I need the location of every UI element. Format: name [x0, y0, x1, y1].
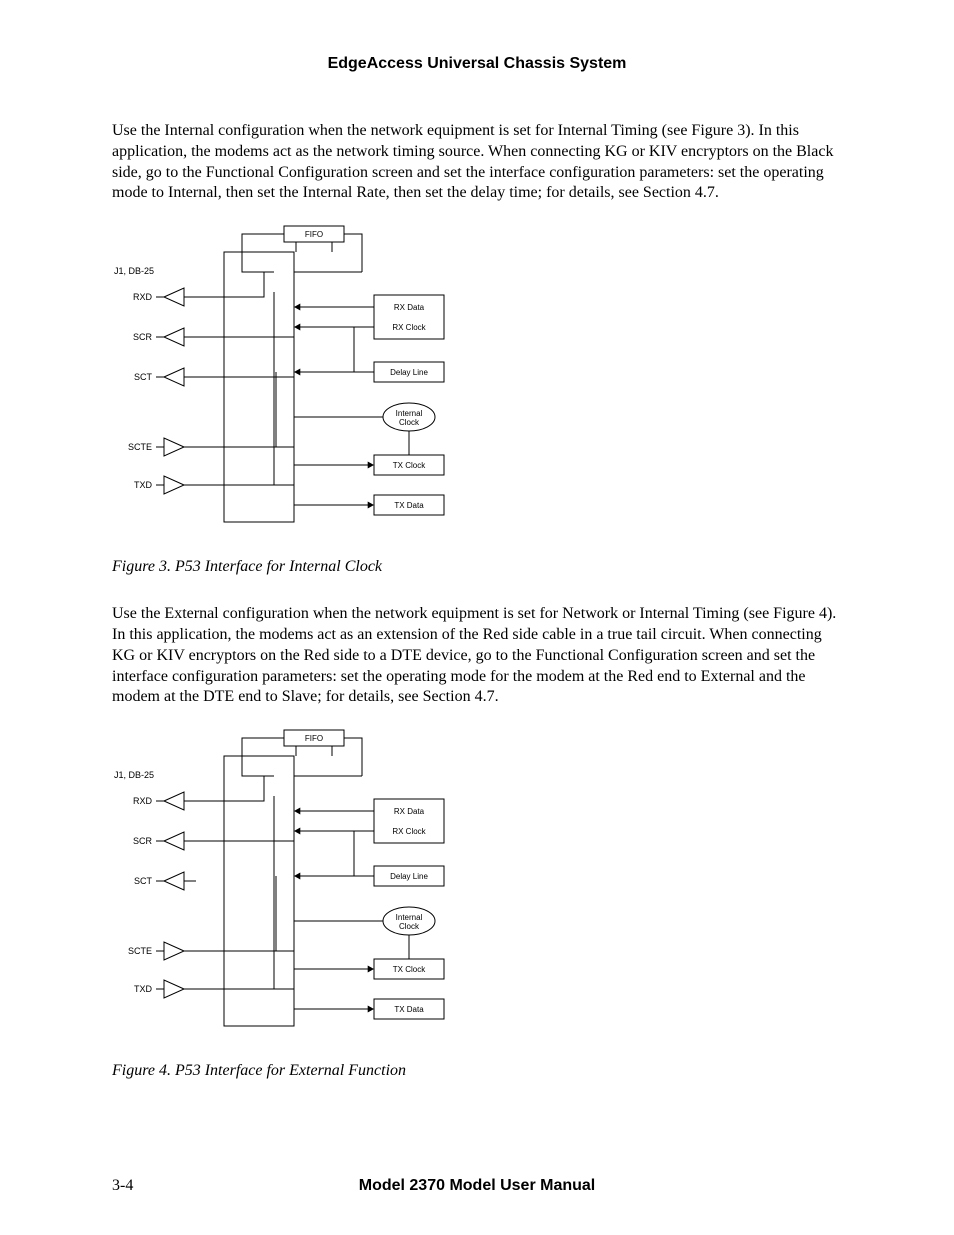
svg-text:SCT: SCT: [134, 876, 153, 886]
paragraph-1: Use the Internal configuration when the …: [112, 121, 842, 204]
svg-text:Delay Line: Delay Line: [390, 368, 428, 377]
svg-text:Delay Line: Delay Line: [390, 872, 428, 881]
svg-text:FIFO: FIFO: [305, 230, 323, 239]
figure-4-caption: Figure 4. P53 Interface for External Fun…: [112, 1062, 842, 1080]
svg-text:SCTE: SCTE: [128, 946, 152, 956]
svg-text:Internal: Internal: [396, 409, 423, 418]
figure-3-diagram: FIFO J1, DB-25 RXD SCR SCT SCTE TXD RX Data RX C…: [104, 222, 842, 552]
svg-text:TX Clock: TX Clock: [393, 461, 426, 470]
figure-4-diagram: FIFO J1, DB-25 RXD SCR SCT SCTE TXD RX Data RX C…: [104, 726, 842, 1056]
svg-text:TX Clock: TX Clock: [393, 965, 426, 974]
svg-text:SCR: SCR: [133, 332, 153, 342]
paragraph-2: Use the External configuration when the …: [112, 604, 842, 708]
figure-3-caption: Figure 3. P53 Interface for Internal Clo…: [112, 558, 842, 576]
svg-text:TX Data: TX Data: [394, 1005, 424, 1014]
svg-text:RX Clock: RX Clock: [392, 827, 426, 836]
svg-text:RXD: RXD: [133, 292, 153, 302]
svg-text:TXD: TXD: [134, 480, 153, 490]
svg-text:J1, DB-25: J1, DB-25: [114, 770, 154, 780]
svg-text:RXD: RXD: [133, 796, 153, 806]
svg-text:RX Clock: RX Clock: [392, 323, 426, 332]
svg-text:Clock: Clock: [399, 418, 420, 427]
svg-text:Clock: Clock: [399, 922, 420, 931]
svg-text:TX Data: TX Data: [394, 501, 424, 510]
svg-text:RX Data: RX Data: [394, 807, 425, 816]
svg-text:SCT: SCT: [134, 372, 153, 382]
svg-text:SCR: SCR: [133, 836, 153, 846]
page-header-title: EdgeAccess Universal Chassis System: [112, 55, 842, 73]
svg-text:TXD: TXD: [134, 984, 153, 994]
svg-text:RX Data: RX Data: [394, 303, 425, 312]
svg-text:J1, DB-25: J1, DB-25: [114, 266, 154, 276]
svg-text:Internal: Internal: [396, 913, 423, 922]
page-footer: 3-4 Model 2370 Model User Manual: [112, 1177, 842, 1195]
footer-title: Model 2370 Model User Manual: [112, 1177, 842, 1195]
page: EdgeAccess Universal Chassis System Use …: [0, 0, 954, 1235]
svg-text:SCTE: SCTE: [128, 442, 152, 452]
svg-text:FIFO: FIFO: [305, 734, 323, 743]
